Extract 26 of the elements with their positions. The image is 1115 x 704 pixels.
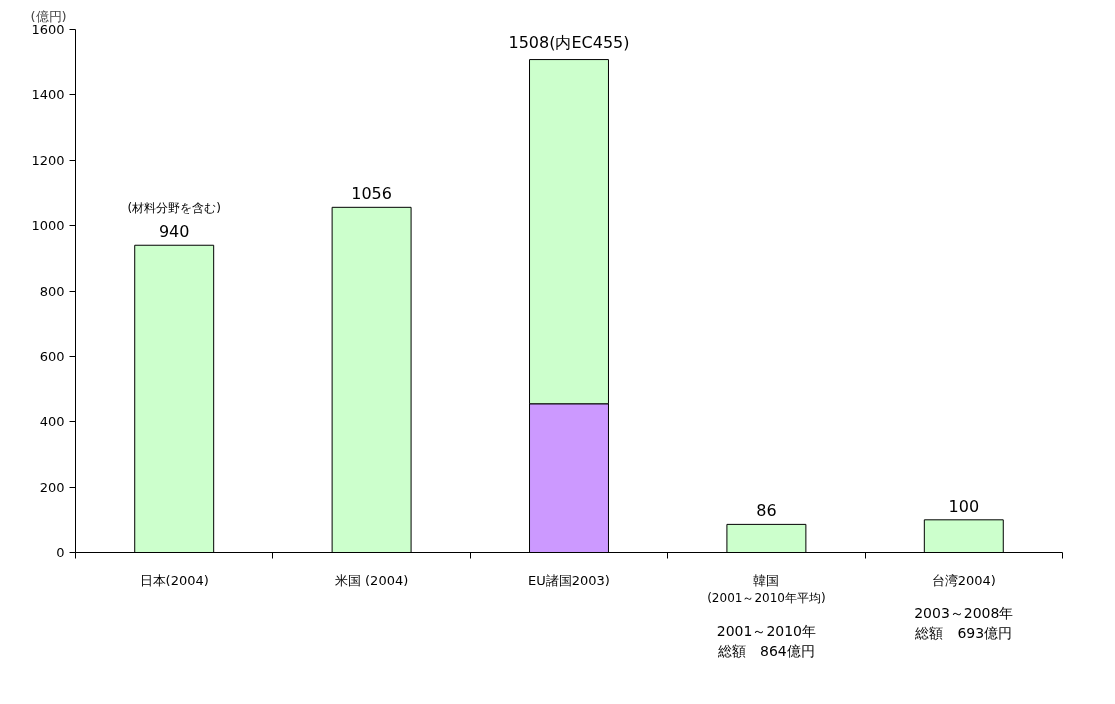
total-label: 100 — [948, 496, 980, 516]
total-label: 940 — [158, 222, 190, 242]
x-tick-label: EU諸国2003) — [528, 572, 610, 588]
y-tick-label: 1200 — [31, 152, 65, 168]
total-label: 1056 — [351, 184, 392, 204]
y-tick-label: 400 — [39, 414, 65, 430]
x-tick-label: 米国 (2004) — [334, 572, 409, 588]
y-tick-label: 1600 — [31, 22, 65, 37]
y-tick-label: 200 — [39, 479, 65, 495]
y-tick-label: 1400 — [31, 87, 65, 103]
text: 総額 693億円 — [914, 624, 1013, 641]
text: 2001～2010年 — [716, 622, 817, 639]
y-tick-label: 1000 — [31, 218, 65, 234]
y-axis-title: (億円) — [30, 8, 67, 24]
total-label: 1508(内EC455) — [508, 32, 630, 52]
x-tick-label: 日本(2004) — [139, 572, 209, 588]
text: 総額 864億円 — [717, 642, 815, 659]
text: 2003～2008年 — [914, 604, 1014, 621]
x-tick-label: 韓国 — [753, 572, 780, 588]
x-tick-label: 台湾2004) — [931, 572, 996, 588]
total-label: 86 — [756, 501, 777, 521]
y-tick-label: 0 — [56, 545, 65, 560]
y-tick-label: 800 — [39, 283, 65, 299]
y-tick-label: 600 — [39, 348, 65, 364]
text: (2001～2010年平均) — [707, 590, 826, 605]
annotation: (材料分野を含む) — [127, 201, 221, 216]
